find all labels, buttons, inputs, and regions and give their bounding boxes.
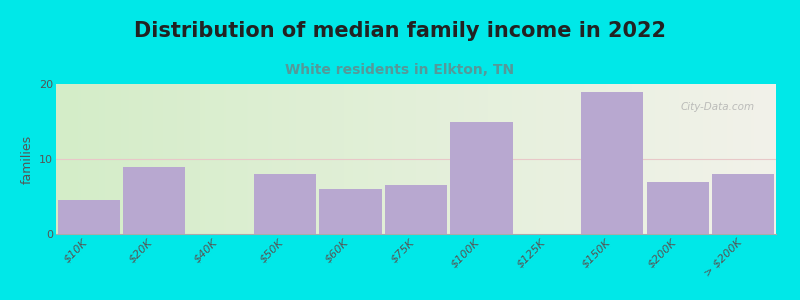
Bar (646, 182, 709, 234)
Bar (254, 174, 316, 234)
Bar (58, 200, 120, 234)
Bar (123, 167, 186, 234)
Bar (582, 92, 643, 234)
Y-axis label: families: families (21, 134, 34, 184)
Bar (712, 174, 774, 234)
Bar (319, 189, 382, 234)
Text: City-Data.com: City-Data.com (680, 102, 754, 112)
Text: Distribution of median family income in 2022: Distribution of median family income in … (134, 21, 666, 41)
Text: White residents in Elkton, TN: White residents in Elkton, TN (286, 63, 514, 77)
Bar (385, 185, 447, 234)
Bar (450, 122, 513, 234)
